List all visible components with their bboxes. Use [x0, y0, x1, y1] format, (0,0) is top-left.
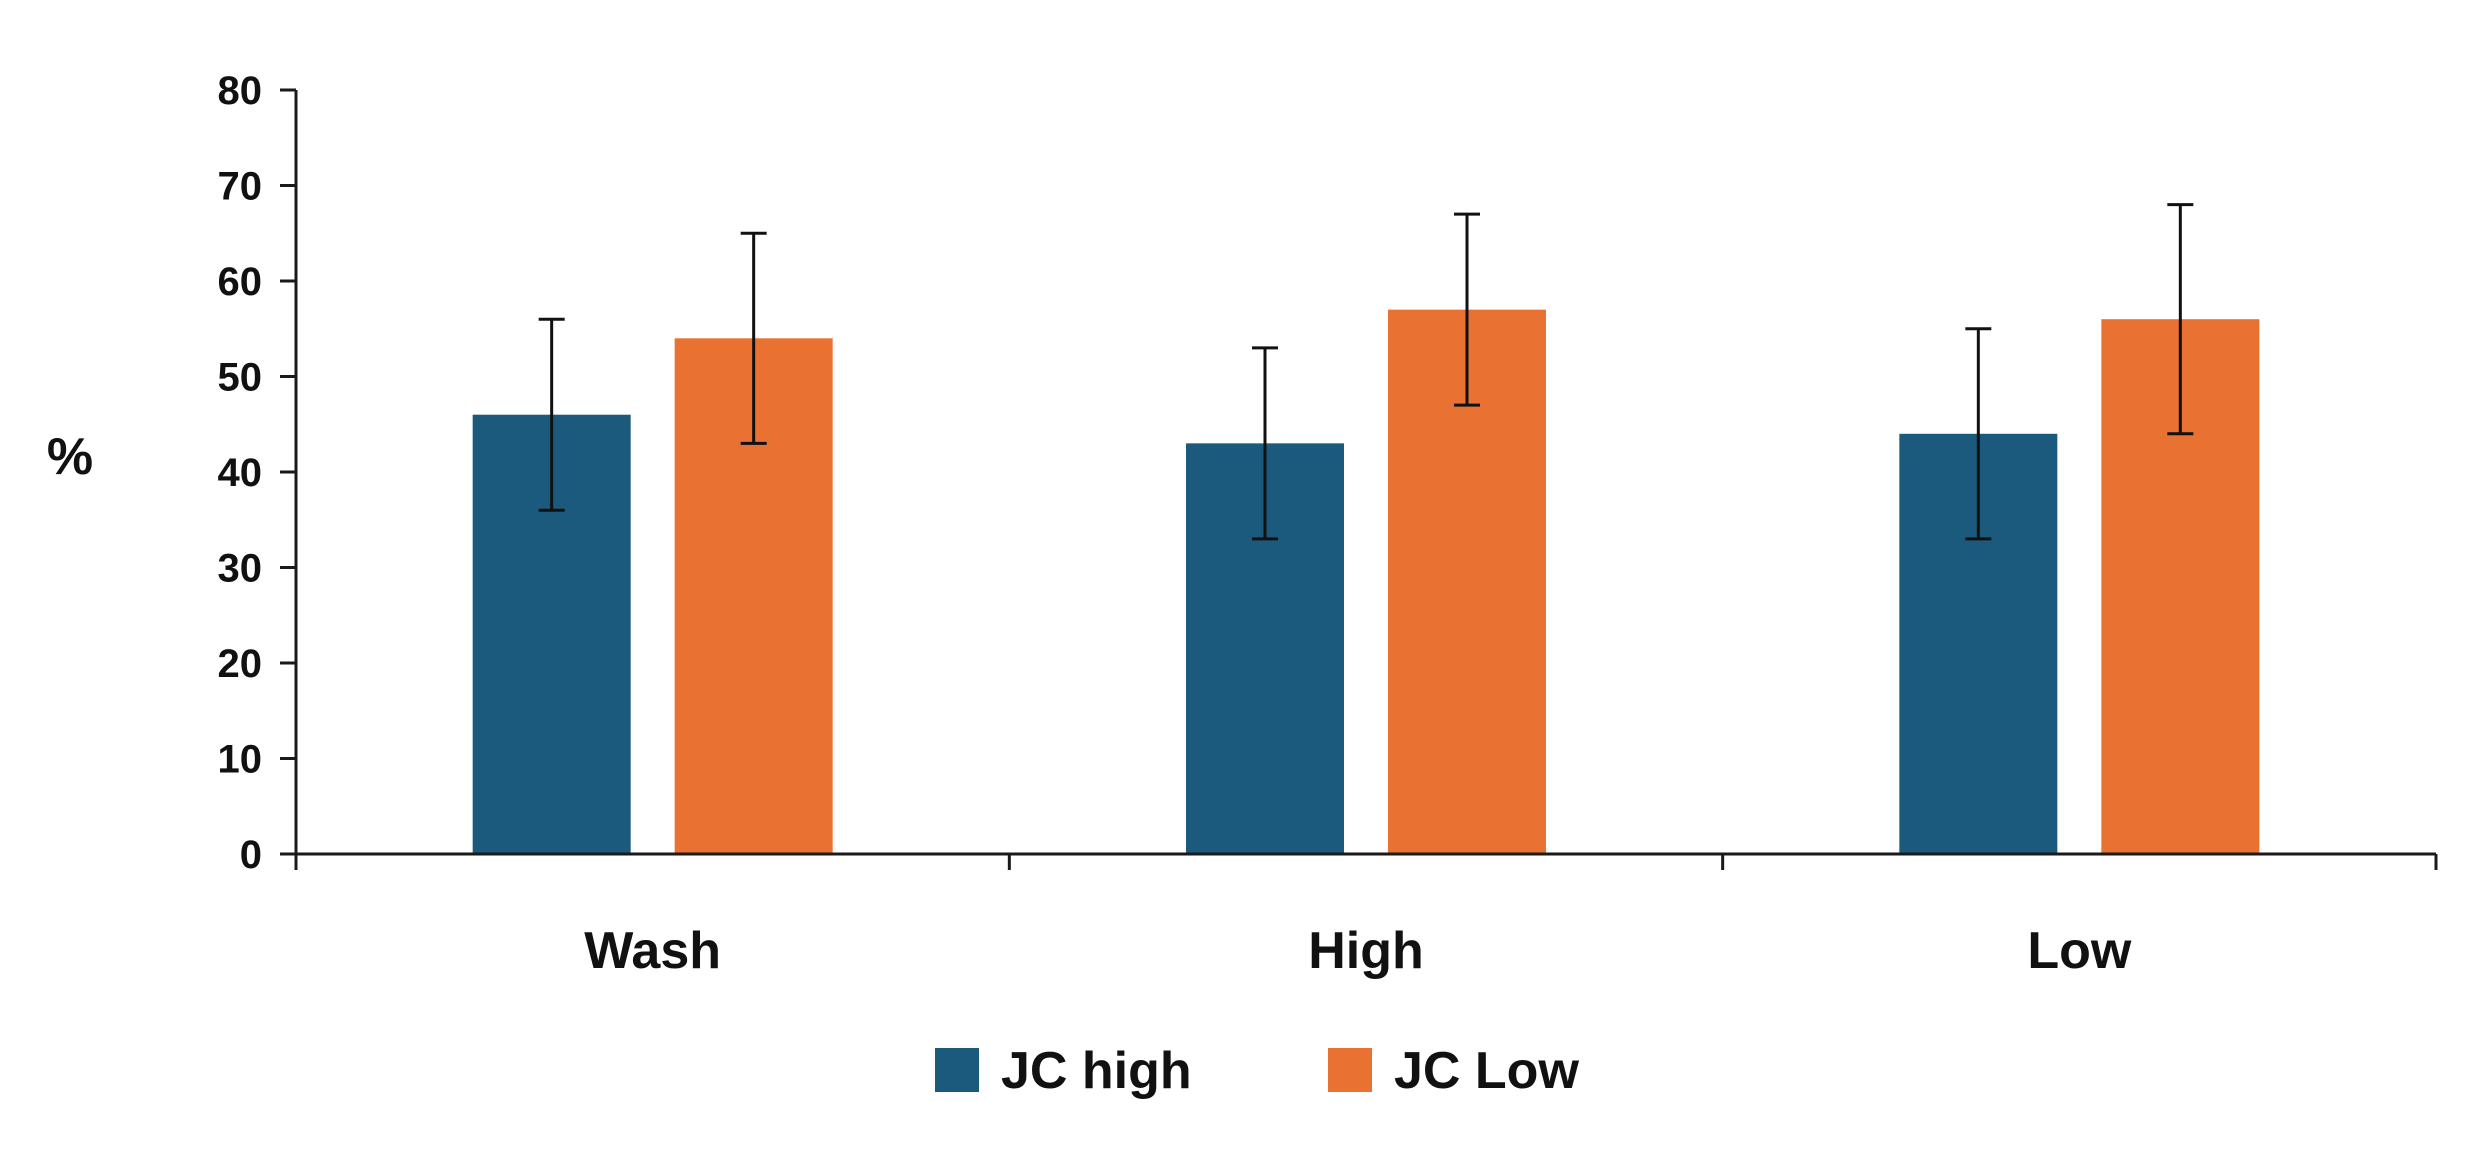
- legend: JC high JC Low: [935, 1042, 1579, 1100]
- y-tick-label: 20: [218, 642, 263, 686]
- legend-swatch: [935, 1048, 979, 1092]
- legend-label: JC Low: [1394, 1042, 1579, 1100]
- y-tick-label: 60: [218, 260, 263, 304]
- y-axis: 0 10 20 30 40 50 60 70 80: [218, 69, 298, 877]
- y-tick-label: 70: [218, 165, 263, 209]
- error-bars: [538, 203, 2194, 541]
- x-axis: Wash High Low: [294, 852, 2438, 980]
- x-category-label: High: [1308, 922, 1424, 980]
- bars: [472, 309, 2260, 854]
- y-axis-label: %: [47, 428, 93, 486]
- x-category-label: Wash: [584, 922, 721, 980]
- y-tick-label: 80: [218, 69, 263, 113]
- y-tick-label: 0: [240, 833, 262, 877]
- legend-label: JC high: [1001, 1042, 1192, 1100]
- y-tick-label: 30: [218, 547, 263, 591]
- legend-swatch: [1328, 1048, 1372, 1092]
- y-tick-label: 10: [218, 738, 263, 782]
- x-category-label: Low: [2027, 922, 2132, 980]
- y-tick-label: 40: [218, 451, 263, 495]
- y-tick-label: 50: [218, 356, 263, 400]
